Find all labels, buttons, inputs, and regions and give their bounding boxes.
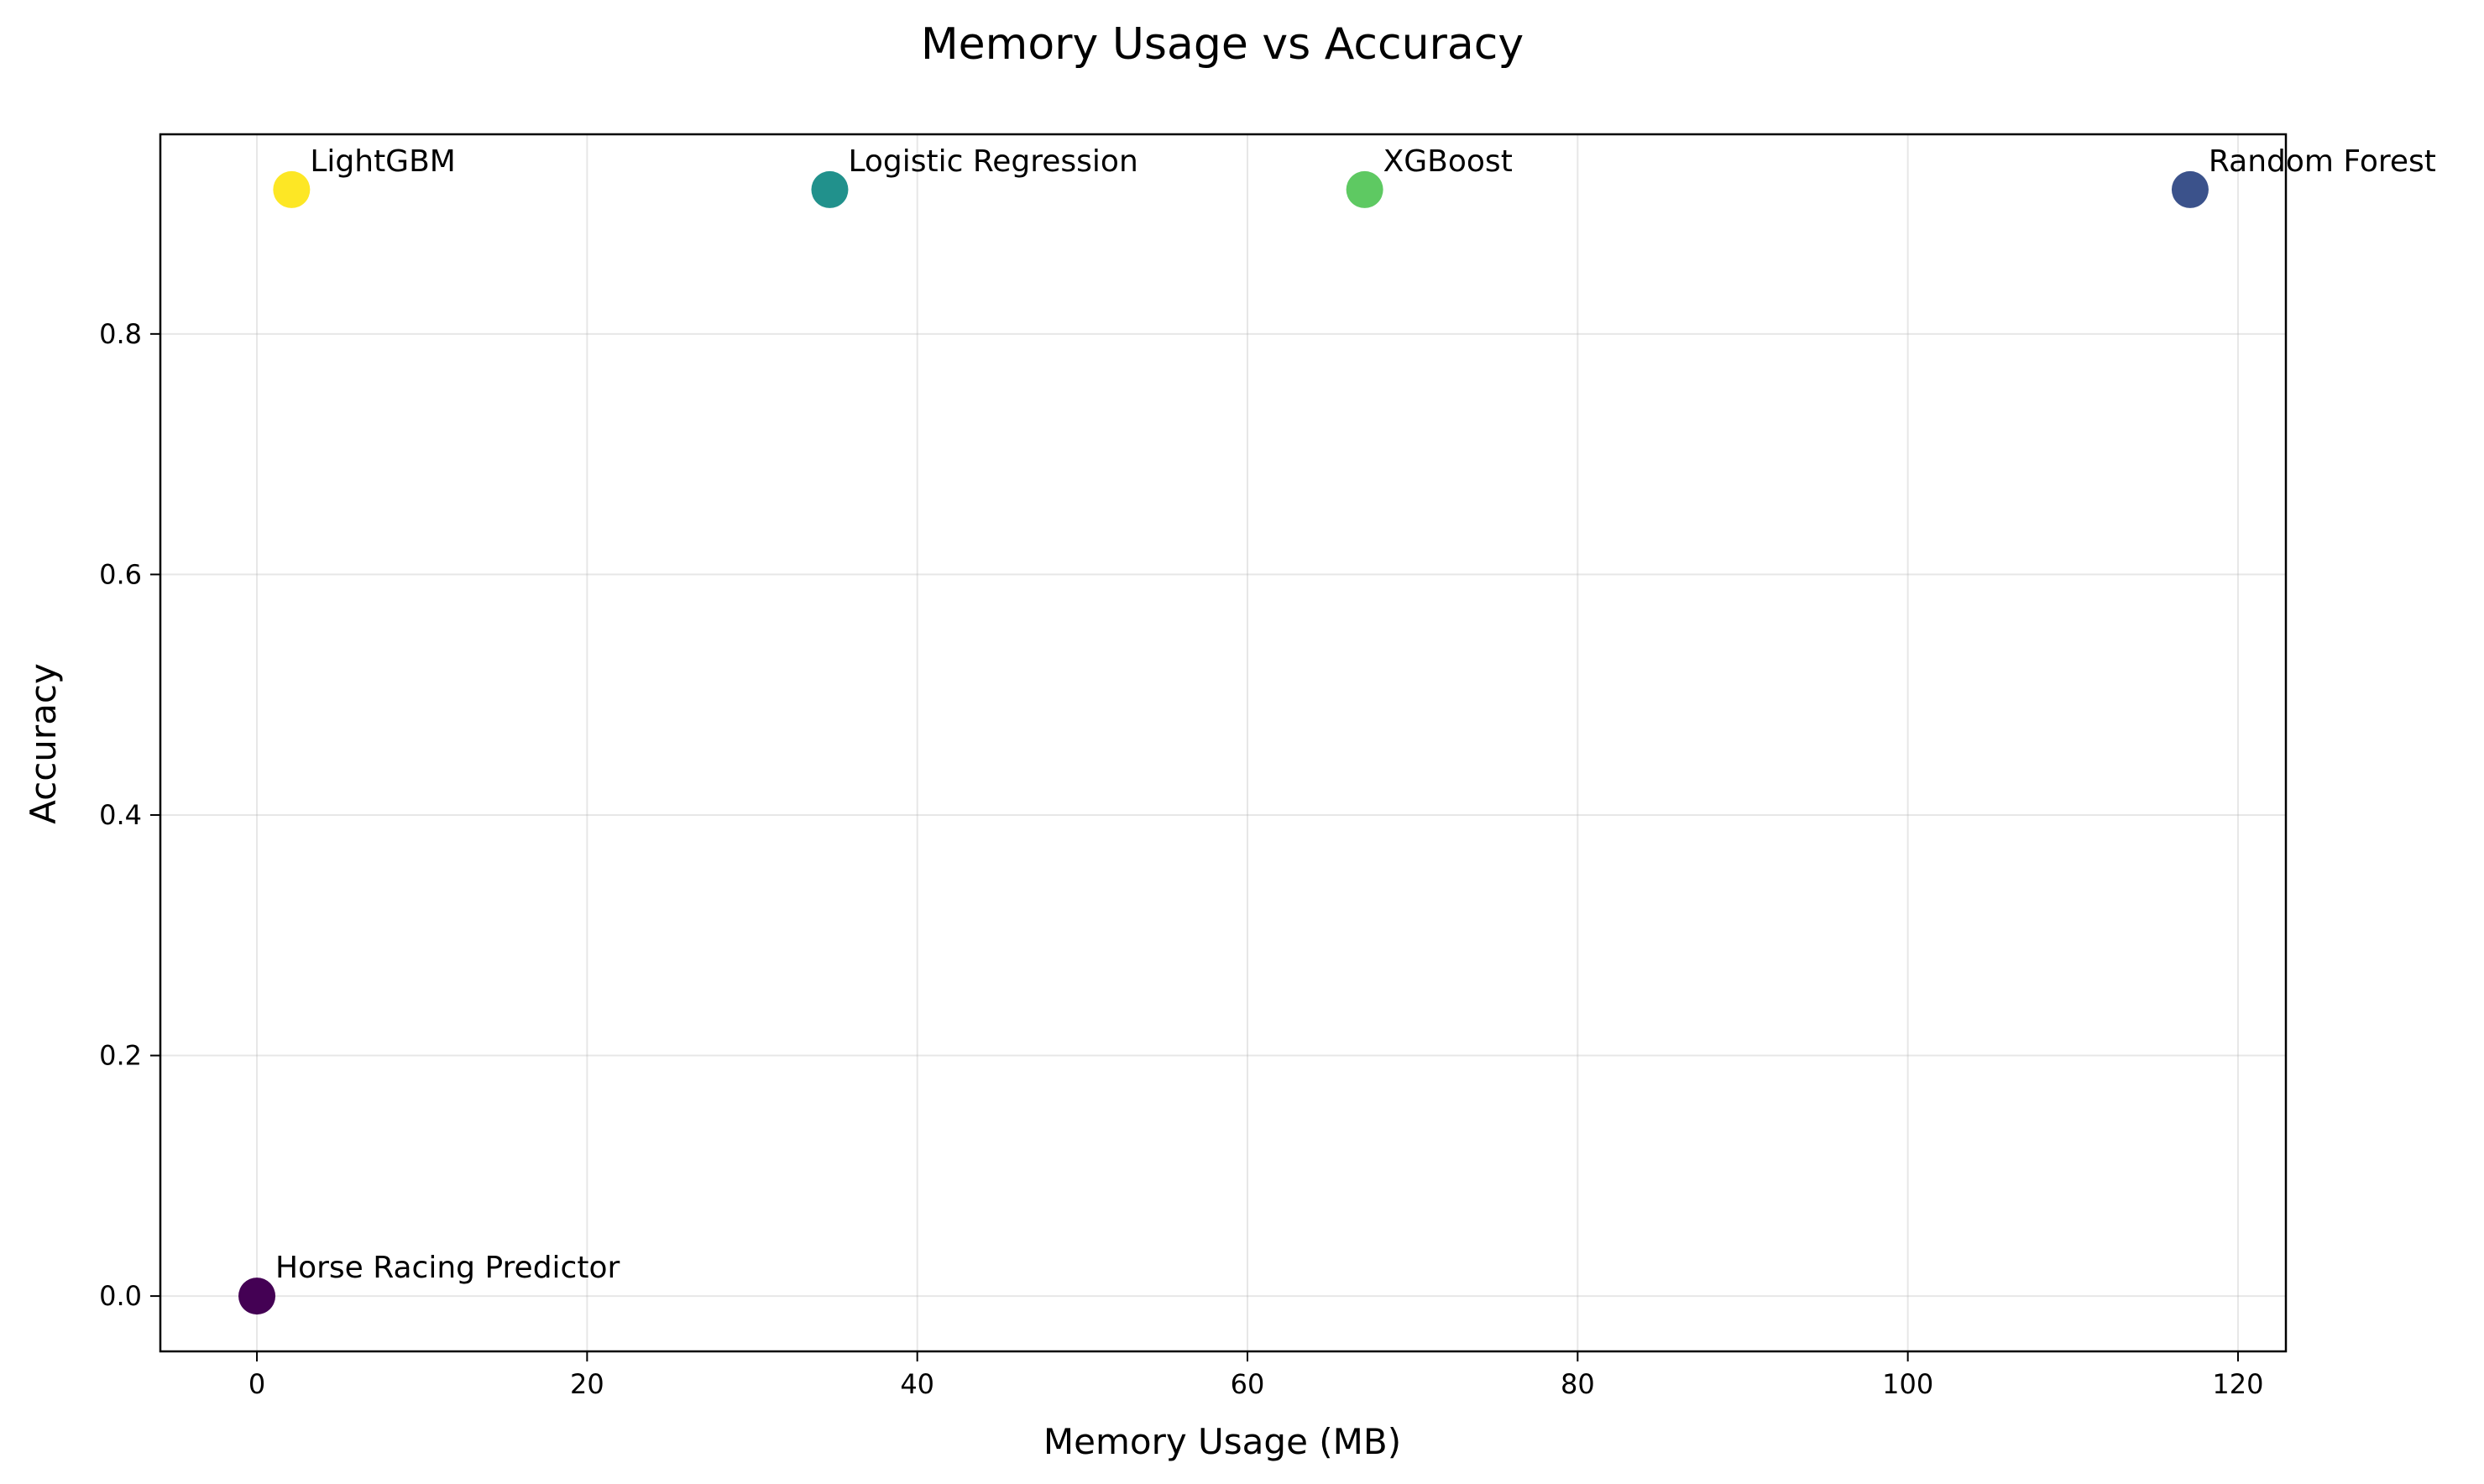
- x-tick-label: 40: [900, 1368, 934, 1400]
- x-tick-label: 120: [2212, 1368, 2263, 1400]
- y-tick-label: 0.2: [99, 1040, 142, 1072]
- data-point-label: XGBoost: [1383, 144, 1513, 179]
- x-axis-label: Memory Usage (MB): [1043, 1421, 1401, 1462]
- x-tick-label: 100: [1882, 1368, 1933, 1400]
- data-point-label: LightGBM: [310, 144, 456, 179]
- data-point-label: Random Forest: [2209, 144, 2436, 179]
- point-layer: Horse Racing Predictor Random Forest Logis…: [238, 144, 2436, 1315]
- x-tick-label: 0: [248, 1368, 265, 1400]
- y-tick-label: 0.6: [99, 558, 142, 590]
- plot-frame: [159, 133, 2288, 1353]
- grid-layer: [160, 134, 2286, 1351]
- data-point: [811, 170, 849, 208]
- data-point: [238, 1278, 276, 1315]
- tick-layer: 0 20 40 60 80 100 120 0.0 0.2 0.4 0.6 0.8: [99, 318, 2263, 1400]
- data-point-label: Logistic Regression: [848, 144, 1137, 179]
- y-tick-label: 0.0: [99, 1280, 142, 1312]
- data-point: [1346, 170, 1383, 208]
- y-tick-label: 0.8: [99, 318, 142, 350]
- data-point: [2171, 170, 2209, 208]
- chart-title: Memory Usage vs Accuracy: [921, 19, 1524, 70]
- data-point: [273, 170, 311, 208]
- data-point-label: Horse Racing Predictor: [275, 1251, 620, 1285]
- x-tick-label: 20: [570, 1368, 604, 1400]
- x-tick-label: 80: [1561, 1368, 1595, 1400]
- x-tick-label: 60: [1231, 1368, 1265, 1400]
- y-tick-label: 0.4: [99, 799, 142, 831]
- y-axis-label: Accuracy: [23, 663, 64, 824]
